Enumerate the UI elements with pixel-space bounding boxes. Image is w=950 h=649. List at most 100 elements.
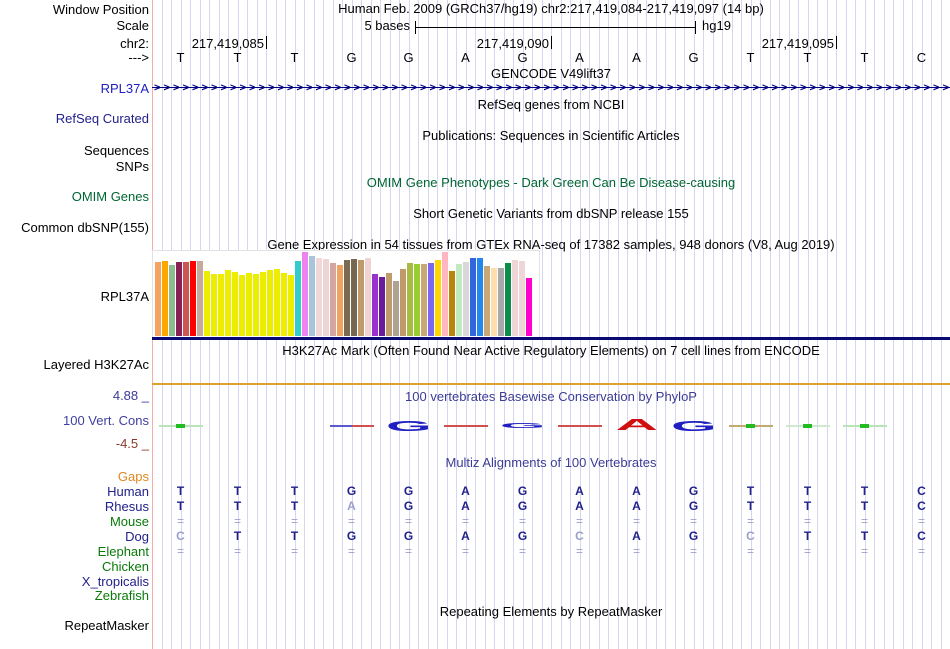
gtex-tissue-bar[interactable] [253,274,259,336]
species-label-x_tropicalis[interactable]: X_tropicalis [81,574,149,589]
gtex-tissue-bar[interactable] [526,278,532,336]
gtex-tissue-bar[interactable] [330,263,336,336]
gtex-tissue-bar[interactable] [204,271,210,336]
chevron-right-icon: > [505,82,512,94]
gtex-tissue-bar[interactable] [470,258,476,336]
gtex-tissue-bar[interactable] [456,264,462,336]
gtex-tissue-bar[interactable] [274,269,280,336]
gridline [912,0,913,649]
gtex-tissue-bar[interactable] [316,258,322,336]
gtex-tissue-bar[interactable] [267,270,273,336]
alignment-base: = [404,544,412,558]
species-label-mouse[interactable]: Mouse [109,514,149,529]
gtex-tissue-bar[interactable] [484,266,490,336]
refseq-curated-label[interactable]: RefSeq Curated [55,111,149,126]
gtex-tissue-bar[interactable] [337,265,343,336]
gtex-tissue-bar[interactable] [477,258,483,336]
gtex-tissue-bar[interactable] [519,261,525,336]
species-label-rhesus[interactable]: Rhesus [104,499,149,514]
vert-cons-label[interactable]: 100 Vert. Cons [63,413,149,428]
gridline [712,0,714,649]
gtex-tissue-bar[interactable] [435,260,441,336]
chevron-right-icon: > [866,82,873,94]
species-label-zebrafish[interactable]: Zebrafish [94,588,149,603]
gtex-tissue-bar[interactable] [428,263,434,336]
chevron-right-icon: > [847,82,854,94]
gtex-tissue-bar[interactable] [512,260,518,336]
gtex-tissue-bar[interactable] [351,259,357,336]
gtex-tissue-bar[interactable] [400,269,406,336]
gtex-tissue-bar[interactable] [295,261,301,336]
chevron-right-icon: > [486,82,493,94]
gtex-tissue-bar[interactable] [190,261,196,336]
gtex-tissue-bar[interactable] [505,263,511,336]
species-label-elephant[interactable]: Elephant [97,544,149,559]
gtex-tissue-bar[interactable] [176,262,182,336]
chevron-right-icon: > [230,82,237,94]
gtex-tissue-bar[interactable] [414,264,420,336]
sequences-label[interactable]: Sequences [83,143,149,158]
gtex-tissue-bar[interactable] [372,274,378,336]
gridline [798,0,799,649]
gencode-gene-item[interactable]: > > > > > > > > > > > > > > > > > > > > > > > > > > > > > > > > > > > > > > > >… [152,81,950,95]
alignment-base: T [176,484,185,498]
gtex-tissue-bar[interactable] [358,260,364,336]
chevron-right-icon: > [629,82,636,94]
gtex-tissue-bar[interactable] [197,261,203,336]
repeatmasker-label[interactable]: RepeatMasker [64,618,149,633]
gtex-tissue-bar[interactable] [498,268,504,336]
phylop-glyph [722,412,779,440]
species-label-dog[interactable]: Dog [125,529,149,544]
gtex-tissue-bar[interactable] [239,275,245,336]
gtex-tissue-bar[interactable] [246,273,252,336]
gtex-tissue-bar[interactable] [155,262,161,336]
phylop-glyph [437,412,494,440]
gtex-tissue-bar[interactable] [393,281,399,336]
gencode-gene-label[interactable]: RPL37A [100,81,149,96]
gridline [627,0,628,649]
gtex-tissue-bar[interactable] [162,261,168,336]
gtex-tissue-bar[interactable] [386,273,392,336]
species-label-chicken[interactable]: Chicken [102,559,149,574]
gtex-tissue-bar[interactable] [288,275,294,336]
gridline [750,0,752,649]
gtex-tissue-bar[interactable] [491,268,497,336]
gtex-tissue-bar[interactable] [211,274,217,336]
species-label-human[interactable]: Human [107,484,149,499]
gtex-tissue-bar[interactable] [218,274,224,336]
gtex-tissue-bar[interactable] [225,270,231,336]
multiz-title: Multiz Alignments of 100 Vertebrates [445,455,657,470]
gtex-tissue-bar[interactable] [463,262,469,336]
alignment-base: = [233,514,241,528]
omim-genes-label[interactable]: OMIM Genes [71,189,149,204]
gtex-tissue-bar[interactable] [407,263,413,336]
gtex-tissue-bar[interactable] [183,262,189,336]
gtex-tissue-bar[interactable] [421,264,427,336]
gtex-tissue-bar[interactable] [309,256,315,336]
gtex-tissue-bar[interactable] [365,258,371,336]
gtex-tissue-bar[interactable] [302,252,308,336]
gtex-tissue-bar[interactable] [281,273,287,336]
gtex-tissue-bar[interactable] [442,252,448,336]
h3k27ac-signal-baseline[interactable] [152,383,950,385]
gtex-tissue-bar[interactable] [169,265,175,336]
gtex-tissue-bar[interactable] [260,272,266,336]
snps-label[interactable]: SNPs [115,159,149,174]
common-dbsnp-label[interactable]: Common dbSNP(155) [21,220,149,235]
gridline [931,0,932,649]
refseq-title: RefSeq genes from NCBI [477,97,625,112]
layered-h3k27ac-label[interactable]: Layered H3K27Ac [43,357,149,372]
gtex-tissue-bar[interactable] [379,277,385,336]
gtex-gene-label[interactable]: RPL37A [100,289,149,304]
alignment-base: G [517,499,528,513]
base-letter: C [916,50,927,65]
gtex-tissue-bar[interactable] [232,272,238,336]
gtex-tissue-bar[interactable] [449,271,455,336]
gtex-tissue-bar[interactable] [323,259,329,336]
scale-ruler-tick-left [415,21,416,34]
chevron-right-icon: > [876,82,883,94]
gtex-tissue-bar[interactable] [344,260,350,336]
chevron-right-icon: > [239,82,246,94]
alignment-base: T [803,484,812,498]
species-label-gaps[interactable]: Gaps [117,469,149,484]
